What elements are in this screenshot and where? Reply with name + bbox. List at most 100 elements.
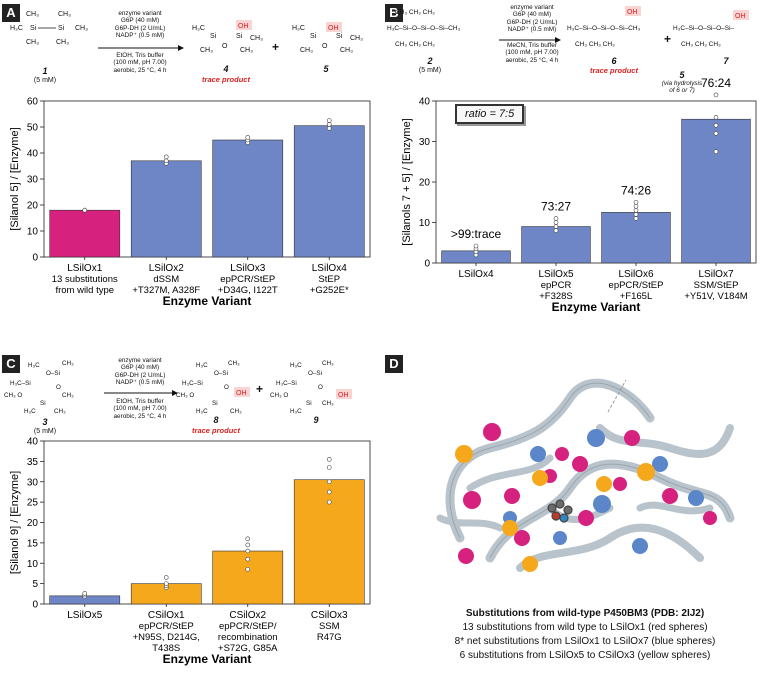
chart-b-bar-2	[601, 212, 671, 264]
svg-text:OH: OH	[338, 392, 349, 399]
chart-c-category-sublabel-3-1: R47G	[317, 632, 342, 643]
svg-text:Si: Si	[40, 400, 46, 407]
chart-b-ratio-label-0: >99:trace	[451, 227, 502, 241]
chart-c-ylabel: [Silanol 9] / [Enzyme]	[9, 471, 21, 574]
chart-a-category-sublabel-3-0: StEP	[318, 274, 340, 285]
chart-a-category-label-2: LSilOx3	[230, 263, 265, 274]
svg-text:O: O	[224, 384, 229, 391]
svg-text:Si: Si	[58, 25, 65, 32]
chart-a-ytick-label-4: 40	[27, 149, 39, 160]
substrate-2-conc: (5 mM)	[418, 67, 442, 74]
chart-c-point-3-0	[326, 499, 332, 505]
chart-c-point-3-1	[326, 489, 332, 495]
panel-d-caption-blue: 8* net substitutions from LSilOx1 to LSi…	[454, 636, 716, 647]
svg-text:CH₃: CH₃	[26, 39, 39, 46]
chart-b-point-3-1	[713, 131, 719, 136]
svg-text:OH: OH	[238, 23, 249, 30]
svg-text:CH₃: CH₃	[350, 35, 363, 42]
chart-b-point-2-2	[633, 208, 639, 213]
chart-c-category-sublabel-3-0: SSM	[319, 621, 340, 632]
svg-text:O–Si: O–Si	[46, 370, 60, 377]
product-9-label: 9	[313, 415, 319, 425]
chart-c-category-sublabel-1-0: epPCR/StEP	[139, 621, 194, 632]
chart-a-point-0-2	[82, 207, 88, 213]
chart-b-point-2-3	[633, 204, 639, 209]
chart-a-ytick-label-2: 20	[27, 201, 39, 212]
svg-text:CH₃: CH₃	[62, 392, 74, 399]
svg-text:H₃C: H₃C	[10, 25, 23, 32]
chart-b-ytick-label-1: 10	[419, 218, 431, 229]
chart-a-category-label-0: LSilOx1	[67, 263, 102, 274]
chart-a-category-sublabel-0-1: from wild type	[55, 285, 114, 296]
chart-b-point-2-1	[633, 212, 639, 217]
svg-text:CH₃: CH₃	[250, 35, 263, 42]
scheme-b-conditions: enzyme variant G6P (40 mM) G6P-DH (2 U/m…	[506, 4, 558, 34]
chart-c-ytick-label-1: 5	[32, 579, 38, 590]
chart-c-category-label-2: CSilOx2	[229, 610, 266, 621]
chart-c-category-sublabel-2-0: epPCR/StEP/	[219, 621, 277, 632]
svg-text:O: O	[56, 384, 61, 391]
product-5b-label: 5	[679, 70, 685, 80]
svg-text:CH₃: CH₃	[240, 47, 253, 54]
chart-a-point-2-2	[245, 135, 251, 140]
chart-b-category-sublabel-1-0: epPCR	[541, 280, 572, 291]
product-6-label: 6	[611, 56, 617, 66]
panel-d-caption-yellow: 6 substitutions from LSilOx5 to CSilOx3 …	[459, 650, 711, 661]
chart-c-point-2-0	[245, 567, 251, 572]
svg-text:O: O	[322, 43, 328, 50]
svg-text:H₃C: H₃C	[28, 362, 40, 369]
chart-a-point-3-1	[326, 122, 332, 127]
chart-c-point-2-4	[245, 536, 251, 542]
chart-a-point-3-0	[326, 126, 332, 131]
svg-text:CH₃: CH₃	[26, 11, 39, 18]
chart-c-category-label-3: CSilOx3	[311, 610, 348, 621]
svg-text:Si: Si	[336, 33, 343, 40]
svg-text:CH₃: CH₃	[322, 400, 334, 407]
chart-c-point-2-2	[245, 548, 251, 554]
chart-c-category-sublabel-2-1: recombination	[218, 632, 278, 643]
svg-text:CH₃: CH₃	[75, 25, 88, 32]
plus-sign-b: +	[664, 32, 672, 46]
svg-text:O–Si: O–Si	[214, 370, 228, 377]
chart-b-category-sublabel-2-1: +F165L	[620, 291, 653, 302]
panel-letter-b: B	[385, 4, 403, 22]
scheme-a-structures: CH₃ CH₃ H₃C Si Si CH₃ CH₃ CH₃ H₃C Si O Si CH₃ CH₃…	[10, 11, 363, 54]
product-5b-note: (via hydrolysis of 6 or 7)	[661, 80, 703, 95]
chart-c-point-2-3	[245, 542, 251, 548]
chart-c-ytick-label-3: 15	[27, 538, 39, 549]
chart-a-category-sublabel-3-1: +G252E*	[310, 285, 349, 296]
svg-text:Si: Si	[30, 25, 37, 32]
chart-a-category-label-3: LSilOx4	[312, 263, 347, 274]
svg-text:CH₃ CH₃ CH₃: CH₃ CH₃ CH₃	[395, 41, 435, 48]
chart-a-point-1-1	[163, 158, 169, 164]
svg-text:O: O	[222, 43, 228, 50]
svg-text:H₃C: H₃C	[24, 408, 36, 415]
svg-text:H₃C–Si–O–Si–O–Si–CH₃: H₃C–Si–O–Si–O–Si–CH₃	[387, 25, 461, 32]
svg-text:OH: OH	[328, 25, 339, 32]
chart-b-ytick-label-0: 0	[424, 259, 430, 270]
svg-text:CH₃ CH₃ CH₃: CH₃ CH₃ CH₃	[395, 9, 435, 16]
svg-text:CH₃ O: CH₃ O	[176, 392, 194, 399]
chart-c-point-2-1	[245, 556, 251, 562]
chart-a-category-sublabel-1-0: dSSM	[153, 274, 179, 285]
protein-structure-image	[436, 378, 735, 572]
chart-b-category-label-0: LSilOx4	[458, 269, 493, 280]
chart-b-point-3-4	[713, 92, 719, 98]
chart-b-ratio-label-3: 76:24	[701, 76, 731, 90]
svg-text:H₃C–Si: H₃C–Si	[182, 380, 203, 387]
svg-text:OH: OH	[735, 13, 746, 20]
svg-text:O–Si: O–Si	[308, 370, 322, 377]
svg-text:H₃C: H₃C	[192, 25, 205, 32]
svg-text:CH₃: CH₃	[58, 11, 71, 18]
scheme-a-conditions-solvent: EtOH, Tris buffer (100 mM, pH 7.00) aero…	[113, 52, 167, 74]
product-5-label: 5	[323, 64, 329, 74]
svg-text:H₃C: H₃C	[196, 408, 208, 415]
chart-c-ytick-label-7: 35	[27, 457, 39, 468]
chart-a-bar-1	[130, 160, 202, 258]
svg-text:H₃C–Si: H₃C–Si	[10, 380, 31, 387]
scheme-a-conditions: enzyme variant G6P (40 mM) G6P-DH (2 U/m…	[114, 10, 166, 40]
svg-text:CH₃: CH₃	[340, 47, 353, 54]
chart-c-category-sublabel-1-2: T438S	[152, 643, 180, 654]
